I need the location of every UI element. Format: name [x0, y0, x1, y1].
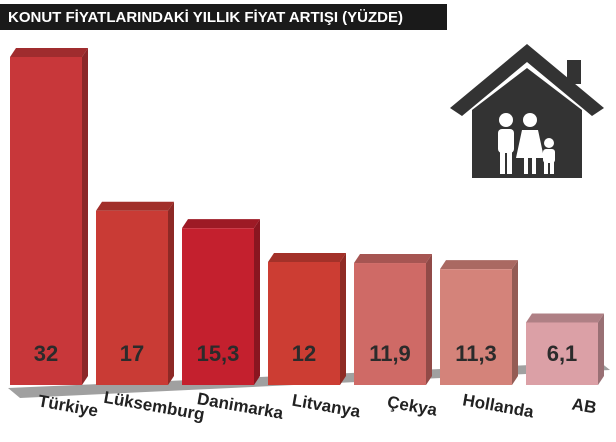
bar-top: [440, 260, 518, 270]
bar: [268, 262, 340, 385]
x-tick-label: AB: [570, 395, 597, 418]
x-tick-label: Lüksemburg: [102, 388, 206, 424]
title-background: [0, 4, 447, 30]
bar-top: [354, 254, 432, 264]
x-tick-label: Çekya: [386, 392, 439, 420]
value-label: 12: [292, 341, 316, 366]
bar-top: [10, 48, 88, 57]
x-tick-label: Danimarka: [196, 389, 285, 423]
bar-side: [598, 313, 604, 385]
bar-side: [254, 219, 260, 385]
bar-side: [512, 260, 518, 385]
chart-title: KONUT FİYATLARINDAKİ YILLIK FİYAT ARTIŞI…: [8, 9, 403, 26]
value-label: 11,9: [369, 341, 411, 366]
bar-side: [82, 48, 88, 385]
bar-top: [526, 313, 604, 323]
bar-top: [268, 253, 346, 262]
value-label: 15,3: [197, 341, 240, 366]
value-label: 17: [120, 341, 144, 366]
value-label: 11,3: [455, 341, 497, 366]
bar-top: [96, 201, 174, 211]
bar-side: [426, 254, 432, 385]
bar-side: [168, 201, 174, 385]
bar: [526, 322, 598, 385]
value-label: 6,1: [547, 341, 578, 366]
bar: [96, 210, 168, 385]
x-tick-label: Hollanda: [461, 390, 536, 421]
house-icon: [450, 44, 604, 178]
value-label: 32: [34, 341, 58, 366]
x-tick-label: Litvanya: [291, 391, 363, 422]
bar: [182, 228, 254, 385]
bar-top: [182, 219, 260, 229]
bar: [354, 263, 426, 385]
x-tick-label: Türkiye: [37, 391, 100, 420]
bar: [10, 57, 82, 385]
bar-side: [340, 253, 346, 385]
bar: [440, 269, 512, 385]
